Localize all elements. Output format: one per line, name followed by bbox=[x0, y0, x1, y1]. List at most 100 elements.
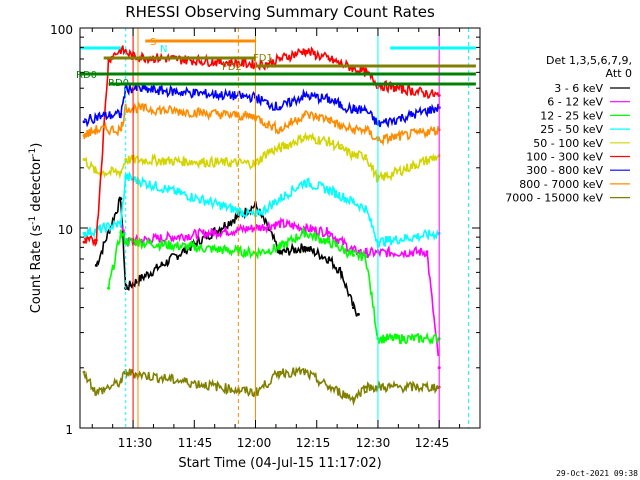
series-line bbox=[107, 226, 439, 346]
data-point bbox=[351, 108, 355, 112]
data-point bbox=[278, 146, 282, 150]
data-point bbox=[94, 238, 98, 242]
y-axis-ticks bbox=[80, 36, 480, 429]
data-point bbox=[364, 128, 368, 132]
data-point bbox=[364, 385, 368, 389]
data-point bbox=[82, 370, 86, 374]
flag-label: RD0 bbox=[76, 70, 97, 81]
legend-label: 300 - 800 keV bbox=[526, 164, 603, 177]
series-line bbox=[95, 196, 358, 317]
data-point bbox=[266, 101, 270, 105]
xtick-label: 11:45 bbox=[178, 436, 213, 450]
ytick-label: 100 bbox=[50, 23, 73, 37]
data-point bbox=[356, 312, 360, 316]
data-point bbox=[364, 108, 368, 112]
legend-item: 6 - 12 keV bbox=[547, 96, 630, 109]
series-line bbox=[83, 171, 439, 249]
data-point bbox=[119, 112, 123, 116]
data-point bbox=[351, 397, 355, 401]
xtick-label: 11:30 bbox=[118, 436, 153, 450]
data-point bbox=[119, 170, 123, 174]
ytick-label: 1 bbox=[65, 423, 73, 437]
data-point bbox=[278, 370, 282, 374]
data-point bbox=[94, 391, 98, 395]
series-line bbox=[83, 100, 439, 147]
data-point bbox=[351, 200, 355, 204]
data-point bbox=[82, 231, 86, 235]
data-point bbox=[278, 57, 282, 61]
legend-item: 7000 - 15000 keV bbox=[505, 192, 630, 205]
xtick-label: 12:00 bbox=[237, 436, 272, 450]
data-point bbox=[278, 197, 282, 201]
data-point bbox=[364, 255, 368, 259]
data-point bbox=[351, 154, 355, 158]
data-point bbox=[351, 128, 355, 132]
data-point bbox=[119, 197, 123, 201]
series-line bbox=[83, 131, 439, 183]
data-point bbox=[302, 230, 306, 234]
series-line bbox=[83, 82, 439, 129]
data-point bbox=[278, 251, 282, 255]
legend-item: 50 - 100 keV bbox=[533, 137, 630, 150]
series-6 bbox=[82, 82, 441, 129]
data-point bbox=[339, 146, 343, 150]
series-line bbox=[83, 366, 439, 407]
x-axis-label: Start Time (04-Jul-15 11:17:02) bbox=[178, 456, 381, 471]
legend-header: Det 1,3,5,6,7,9, bbox=[546, 54, 632, 67]
flag-label: S bbox=[150, 37, 156, 48]
flag-label: FD2 bbox=[222, 62, 242, 73]
data-point bbox=[82, 120, 86, 124]
legend-label: 12 - 25 keV bbox=[540, 109, 603, 122]
xtick-label: 12:45 bbox=[415, 436, 450, 450]
data-point bbox=[302, 135, 306, 139]
xtick-label: 12:30 bbox=[356, 436, 391, 450]
ytick-label: 10 bbox=[58, 223, 73, 237]
data-point bbox=[327, 117, 331, 121]
series-7 bbox=[82, 100, 441, 147]
data-point bbox=[107, 286, 111, 290]
data-point bbox=[266, 122, 270, 126]
legend-label: 3 - 6 keV bbox=[554, 82, 603, 95]
data-point bbox=[82, 134, 86, 138]
data-point bbox=[351, 306, 355, 310]
data-point bbox=[302, 49, 306, 53]
data-point bbox=[94, 170, 98, 174]
legend-item: 300 - 800 keV bbox=[526, 164, 630, 177]
series-8 bbox=[82, 366, 441, 407]
series-2 bbox=[107, 226, 441, 346]
data-point bbox=[302, 112, 306, 116]
data-point bbox=[339, 270, 343, 274]
data-point bbox=[339, 125, 343, 129]
flag-label: N bbox=[160, 44, 167, 55]
legend-item: 25 - 50 keV bbox=[540, 123, 630, 136]
legend-item: 3 - 6 keV bbox=[554, 82, 630, 95]
data-point bbox=[119, 380, 123, 384]
legend-label: 6 - 12 keV bbox=[547, 96, 603, 109]
data-point bbox=[327, 188, 331, 192]
series-4 bbox=[82, 131, 441, 183]
legend-label: 25 - 50 keV bbox=[540, 123, 603, 136]
legend-label: 7000 - 15000 keV bbox=[505, 192, 603, 205]
data-point bbox=[124, 175, 128, 179]
legend-item: 100 - 300 keV bbox=[526, 151, 630, 164]
xtick-label: 12:15 bbox=[296, 436, 331, 450]
flag-label: FD1 bbox=[253, 53, 273, 64]
data-point bbox=[94, 128, 98, 132]
data-point bbox=[339, 103, 343, 107]
data-point bbox=[278, 245, 282, 249]
data-point bbox=[327, 97, 331, 101]
data-point bbox=[302, 180, 306, 184]
series-line bbox=[120, 216, 439, 356]
data-point bbox=[124, 158, 128, 162]
timestamp: 29-Oct-2021 09:38 bbox=[556, 469, 638, 478]
series-3 bbox=[82, 171, 441, 249]
data-point bbox=[351, 253, 355, 257]
data-point bbox=[119, 230, 123, 234]
data-point bbox=[82, 240, 86, 244]
legend-label: 50 - 100 keV bbox=[533, 137, 603, 150]
data-point bbox=[425, 250, 429, 254]
data-point bbox=[119, 128, 123, 132]
data-point bbox=[124, 239, 128, 243]
